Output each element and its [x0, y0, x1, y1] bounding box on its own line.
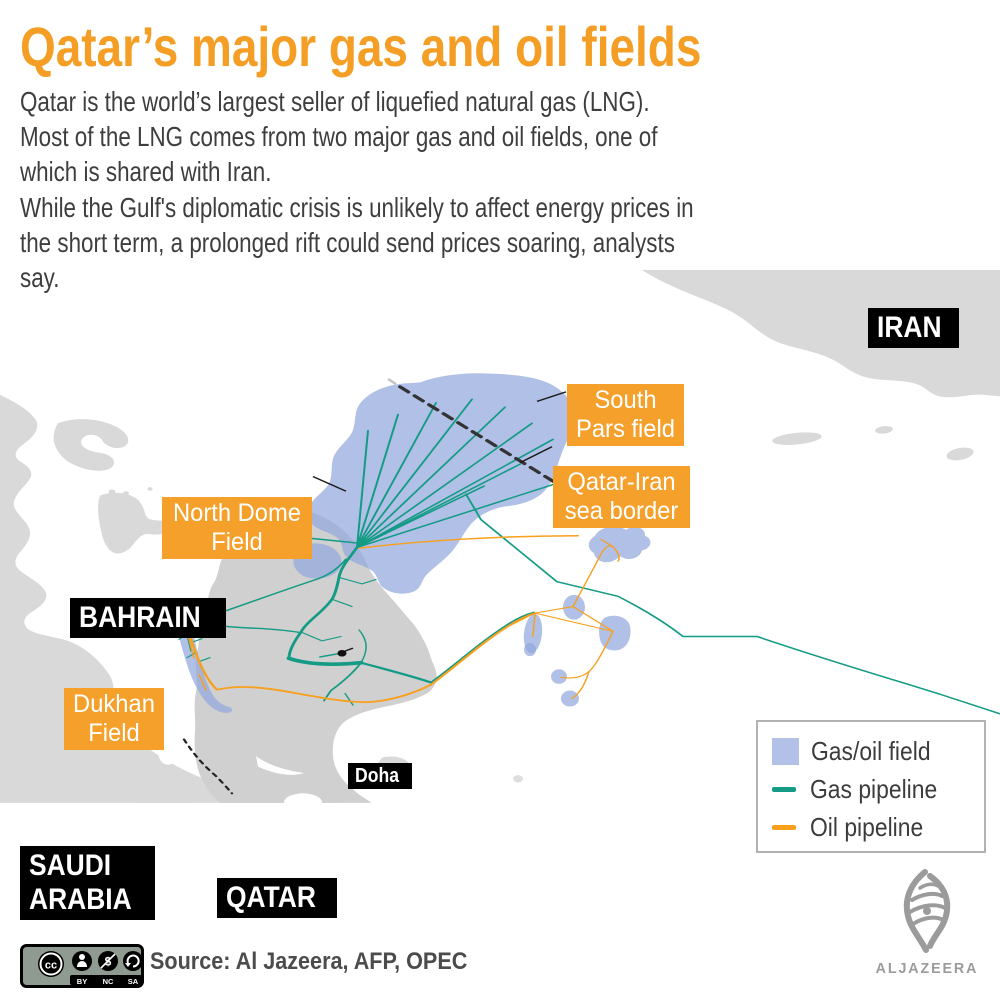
country-label-saudi-arabia: SAUDI ARABIA	[20, 846, 155, 920]
cc-nc-icon: $	[98, 951, 118, 971]
offshore-field	[561, 690, 579, 707]
legend-item-gas-pipeline: Gas pipeline	[772, 770, 984, 808]
aljazeera-wordmark: ALJAZEERA	[875, 960, 979, 977]
offshore-field	[551, 669, 567, 684]
country-label-iran: IRAN	[868, 308, 960, 348]
iran-island	[875, 426, 893, 434]
islet	[147, 487, 153, 491]
cc-by-label: BY	[77, 977, 87, 986]
country-label-qatar: QATAR	[217, 878, 338, 918]
coastal-hook	[53, 419, 129, 471]
country-label-bahrain: BAHRAIN	[70, 598, 227, 638]
city-label-doha: Doha	[348, 763, 412, 789]
map-canvas	[0, 270, 1000, 811]
legend-item-oil-pipeline: Oil pipeline	[772, 808, 984, 846]
cc-icon: cc	[38, 951, 64, 977]
islet	[123, 491, 129, 496]
aljazeera-flame-icon	[903, 869, 951, 953]
water-inlets	[158, 734, 322, 811]
oil-line-swatch-icon	[772, 824, 796, 830]
oil-pipelines	[185, 534, 620, 704]
gas-pipelines	[177, 398, 1000, 715]
offshore-field	[524, 643, 536, 657]
source-credit: Source: Al Jazeera, AFP, OPEC	[150, 948, 468, 975]
svg-text:cc: cc	[45, 960, 57, 972]
islet	[108, 489, 116, 495]
offshore-field	[599, 615, 631, 651]
gas-line-swatch-icon	[772, 786, 796, 792]
cc-sa-label: SA	[128, 977, 139, 986]
cc-by-icon	[72, 951, 92, 971]
field-label-dukhan: Dukhan Field	[64, 688, 164, 750]
map-legend: Gas/oil field Gas pipeline Oil pipeline	[756, 720, 986, 853]
small-island	[513, 775, 523, 783]
field-label-qatar-iran-sea-border: Qatar-Iran sea border	[553, 466, 690, 528]
creative-commons-badge: cc $ BY NC SA	[20, 944, 144, 988]
body-paragraph: While the Gulf's diplomatic crisis is un…	[20, 192, 694, 293]
aljazeera-logo: ALJAZEERA	[872, 866, 982, 977]
doha-city-dot	[337, 649, 347, 657]
landmasses	[0, 270, 1000, 803]
offshore-field	[588, 526, 651, 563]
intro-paragraph: Qatar is the world’s largest seller of l…	[20, 86, 658, 187]
iran-land	[642, 270, 1000, 398]
saudi-land	[0, 394, 190, 803]
iran-island	[772, 432, 822, 445]
cc-nc-label: NC	[103, 977, 114, 986]
qatar-iran-sea-border-line	[398, 385, 564, 489]
field-label-south-pars: South Pars field	[567, 384, 684, 446]
field-label-north-dome: North Dome Field	[162, 497, 312, 559]
iran-island	[946, 447, 974, 461]
saudi-land-south	[136, 738, 340, 803]
page-title: Qatar’s major gas and oil fields	[20, 15, 702, 78]
saudi-qatar-land-border	[182, 738, 234, 795]
legend-item-gas-oil-field: Gas/oil field	[772, 732, 984, 770]
cc-sa-icon	[123, 951, 143, 971]
bahrain-island	[98, 492, 173, 554]
field-swatch-icon	[772, 737, 799, 765]
qatar-land	[194, 507, 437, 803]
